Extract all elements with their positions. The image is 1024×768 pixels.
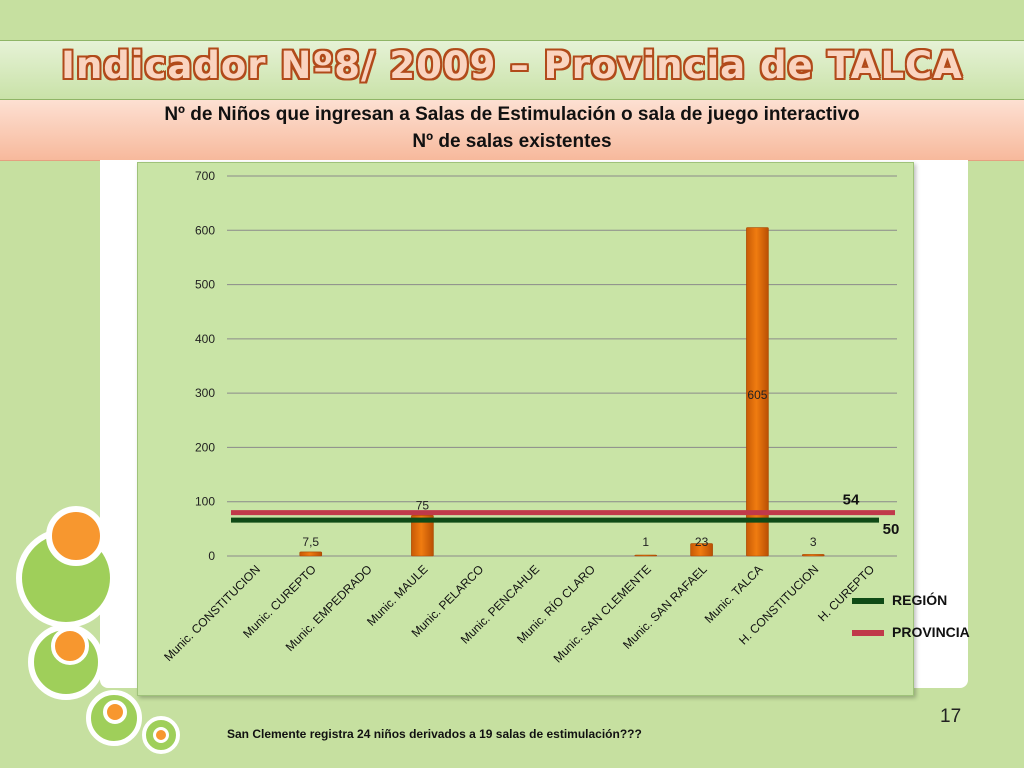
slide-title: Indicador Nº8/ 2009 – Provincia de TALCA <box>61 44 963 87</box>
legend-label-region: REGIÓN <box>892 592 948 608</box>
y-tick-label-700: 700 <box>195 169 215 183</box>
bar-1 <box>299 551 323 557</box>
bar-3 <box>411 514 434 557</box>
decor-bubble-orange-1 <box>46 506 106 566</box>
footnote: San Clemente registra 24 niños derivados… <box>227 727 642 741</box>
title-band <box>0 40 1024 100</box>
y-tick-label-200: 200 <box>195 440 215 454</box>
y-tick-label-300: 300 <box>195 386 215 400</box>
bar-7 <box>634 554 658 557</box>
y-tick-label-500: 500 <box>195 278 215 292</box>
decor-bubble-orange-3 <box>103 700 127 724</box>
y-tick-label-600: 600 <box>195 223 215 237</box>
y-tick-label-0: 0 <box>208 549 215 563</box>
legend-label-provincia: PROVINCIA <box>892 624 970 640</box>
category-label-0: Munic. CONSTITUCION <box>161 562 263 664</box>
subtitle-band <box>0 100 1024 161</box>
legend-swatch-provincia <box>852 630 884 637</box>
legend-swatch-region <box>852 598 884 605</box>
top-strip <box>0 0 1024 41</box>
bar-10 <box>801 554 825 557</box>
bar-chart: 0 100 200 300 400 500 600 700 Munic. CONSTITUCIO… <box>161 169 900 665</box>
data-label-10: 3 <box>810 535 817 549</box>
data-label-9: 605 <box>747 388 767 402</box>
reference-line-label-1: 54 <box>843 492 860 509</box>
data-label-3: 75 <box>416 498 430 512</box>
data-label-8: 23 <box>695 535 709 549</box>
subtitle-line-2: Nº de salas existentes <box>412 131 612 152</box>
legend-item-provincia: PROVINCIA <box>852 624 970 640</box>
bar-9 <box>746 227 769 557</box>
bar-8 <box>690 543 713 557</box>
decor-bubble-orange-2 <box>51 627 89 665</box>
y-tick-label-100: 100 <box>195 495 215 509</box>
data-label-7: 1 <box>642 535 649 549</box>
chart-frame <box>137 162 914 696</box>
reference-line-label-0: 50 <box>883 521 900 538</box>
decor-bubble-orange-4 <box>153 727 169 743</box>
subtitle-line-1: Nº de Niños que ingresan a Salas de Esti… <box>164 104 860 125</box>
legend-item-region: REGIÓN <box>852 592 947 608</box>
y-tick-label-400: 400 <box>195 332 215 346</box>
category-label-7: Munic. SAN CLEMENTE <box>551 562 654 665</box>
data-label-1: 7,5 <box>302 535 319 549</box>
page-number: 17 <box>940 706 962 727</box>
